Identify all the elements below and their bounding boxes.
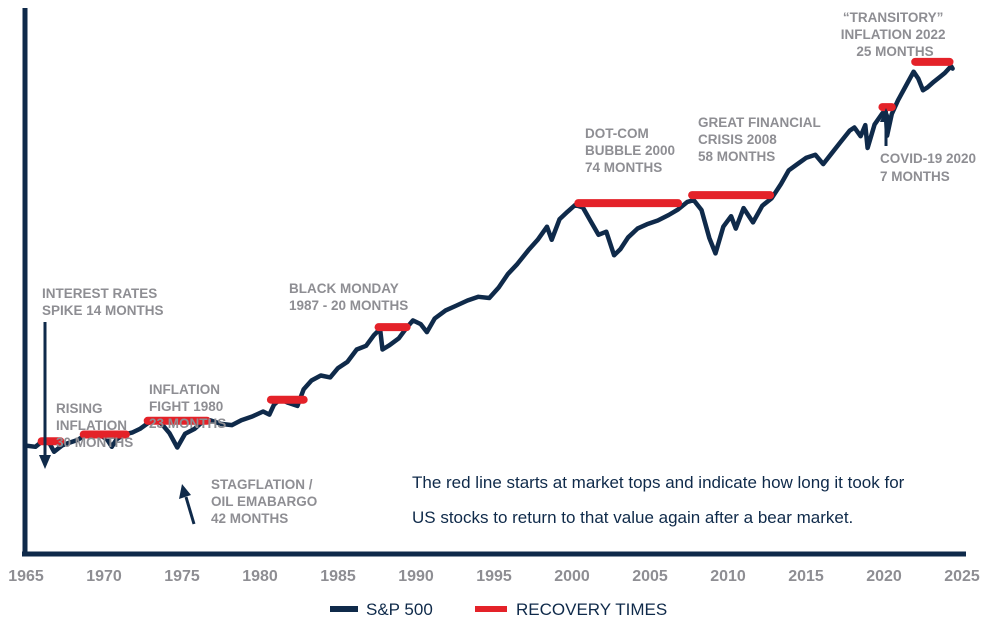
x-tick-2020: 2020 [866, 568, 902, 585]
chart-note: The red line starts at market tops and i… [412, 473, 909, 527]
stagflation-arrow [179, 484, 196, 525]
annotation-inflation-fight: INFLATION FIGHT 1980 23 MONTHS [149, 382, 227, 431]
x-tick-2005: 2005 [632, 568, 668, 585]
annotation-stagflation: STAGFLATION / OIL EMABARGO 42 MONTHS [211, 477, 321, 526]
x-tick-1965: 1965 [8, 568, 44, 585]
x-tick-2000: 2000 [554, 568, 590, 585]
x-tick-1975: 1975 [164, 568, 200, 585]
recovery-bars [37, 57, 954, 446]
legend: S&P 500 RECOVERY TIMES [330, 600, 667, 619]
x-tick-1970: 1970 [86, 568, 122, 585]
annotation-gfc: GREAT FINANCIAL CRISIS 2008 58 MONTHS [698, 115, 824, 164]
x-tick-labels: 1965 1970 1975 1980 1985 1990 1995 2000 2005 2010… [8, 568, 980, 585]
annotation-black-monday: BLACK MONDAY 1987 - 20 MONTHS [289, 281, 408, 313]
annotation-interest-rates: INTEREST RATES SPIKE 14 MONTHS [42, 286, 164, 318]
legend-label-sp500: S&P 500 [366, 600, 433, 619]
x-tick-2015: 2015 [788, 568, 824, 585]
annotation-transitory: “TRANSITORY” INFLATION 2022 25 MONTHS [841, 10, 950, 59]
annotation-rising-inflation: RISING INFLATION 30 MONTHS [56, 401, 133, 450]
annotation-covid: COVID-19 2020 7 MONTHS [880, 151, 980, 184]
x-tick-1985: 1985 [320, 568, 356, 585]
x-tick-2025: 2025 [944, 568, 980, 585]
covid-arrow [880, 108, 892, 146]
legend-label-recovery: RECOVERY TIMES [516, 600, 667, 619]
x-tick-1995: 1995 [476, 568, 512, 585]
x-tick-2010: 2010 [710, 568, 746, 585]
x-tick-1990: 1990 [398, 568, 434, 585]
sp500-line [23, 63, 955, 455]
interest-rates-arrow [39, 322, 51, 469]
x-tick-1980: 1980 [242, 568, 278, 585]
annotation-dotcom: DOT-COM BUBBLE 2000 74 MONTHS [585, 126, 679, 175]
